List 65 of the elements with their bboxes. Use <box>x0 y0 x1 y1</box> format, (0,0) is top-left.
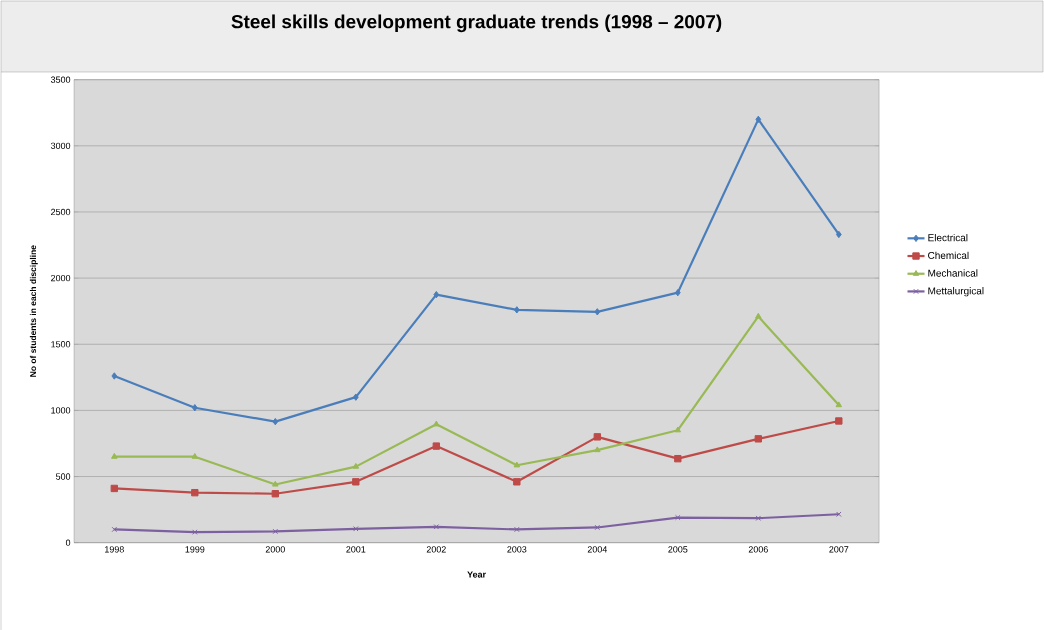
point <box>514 526 520 533</box>
point <box>352 478 360 486</box>
x-tick-label: 1998 <box>105 546 124 553</box>
legend-label: Electrical <box>928 233 968 242</box>
point <box>594 308 601 316</box>
point <box>432 442 441 450</box>
point <box>593 433 601 441</box>
point <box>755 515 762 521</box>
x-tick-label: 2001 <box>346 546 366 553</box>
y-tick-label: 3500 <box>50 76 71 83</box>
y-tick-label: 2500 <box>51 208 71 216</box>
x-tick-label: 1999 <box>185 546 205 553</box>
point <box>191 404 198 412</box>
point <box>594 524 601 531</box>
point <box>191 453 199 459</box>
point <box>513 306 520 314</box>
y-tick-label: 3000 <box>50 142 71 149</box>
point <box>111 526 118 533</box>
point <box>433 524 440 530</box>
point <box>755 312 762 319</box>
legend-label: Chemical <box>928 251 969 259</box>
point <box>191 488 199 497</box>
point <box>836 511 842 517</box>
legend-label: Mechanical <box>928 269 978 277</box>
point <box>835 417 843 425</box>
point <box>754 435 763 443</box>
point <box>675 514 681 521</box>
point <box>353 526 359 532</box>
y-tick-label: 0 <box>65 539 71 546</box>
point <box>594 446 601 453</box>
point <box>433 420 440 427</box>
x-tick-label: 2007 <box>829 546 849 553</box>
y-tick-label: 1500 <box>51 341 71 348</box>
point <box>272 528 279 535</box>
point <box>755 115 762 124</box>
y-tick-label: 2000 <box>51 274 71 282</box>
point <box>513 478 521 486</box>
point <box>192 529 198 535</box>
point <box>674 288 681 297</box>
chart-title: Steel skills development graduate trends (1998 – 2007) <box>231 14 722 33</box>
point <box>271 490 280 498</box>
point <box>835 401 843 408</box>
point <box>272 417 279 426</box>
x-tick-label: 2004 <box>587 546 608 553</box>
x-tick-label: 2005 <box>668 546 688 553</box>
x-tick-label: 2003 <box>507 546 527 553</box>
point <box>111 372 118 380</box>
point <box>111 453 118 459</box>
point <box>674 426 682 433</box>
point <box>352 462 360 469</box>
y-tick-label: 500 <box>55 473 71 480</box>
x-tick-label: 2002 <box>426 546 446 553</box>
x-tick-label: 2006 <box>748 546 768 553</box>
point <box>433 290 440 299</box>
y-axis-title: No of students in each discipline <box>29 245 38 377</box>
y-tick-label: 1000 <box>51 407 71 414</box>
point <box>835 230 842 239</box>
x-axis-title: Year <box>467 571 486 578</box>
point <box>352 393 359 401</box>
legend-label: Mettalurgical <box>928 287 984 297</box>
point <box>110 484 119 493</box>
point <box>513 461 521 468</box>
point <box>674 454 682 463</box>
x-tick-label: 2000 <box>265 546 285 553</box>
point <box>272 480 279 487</box>
